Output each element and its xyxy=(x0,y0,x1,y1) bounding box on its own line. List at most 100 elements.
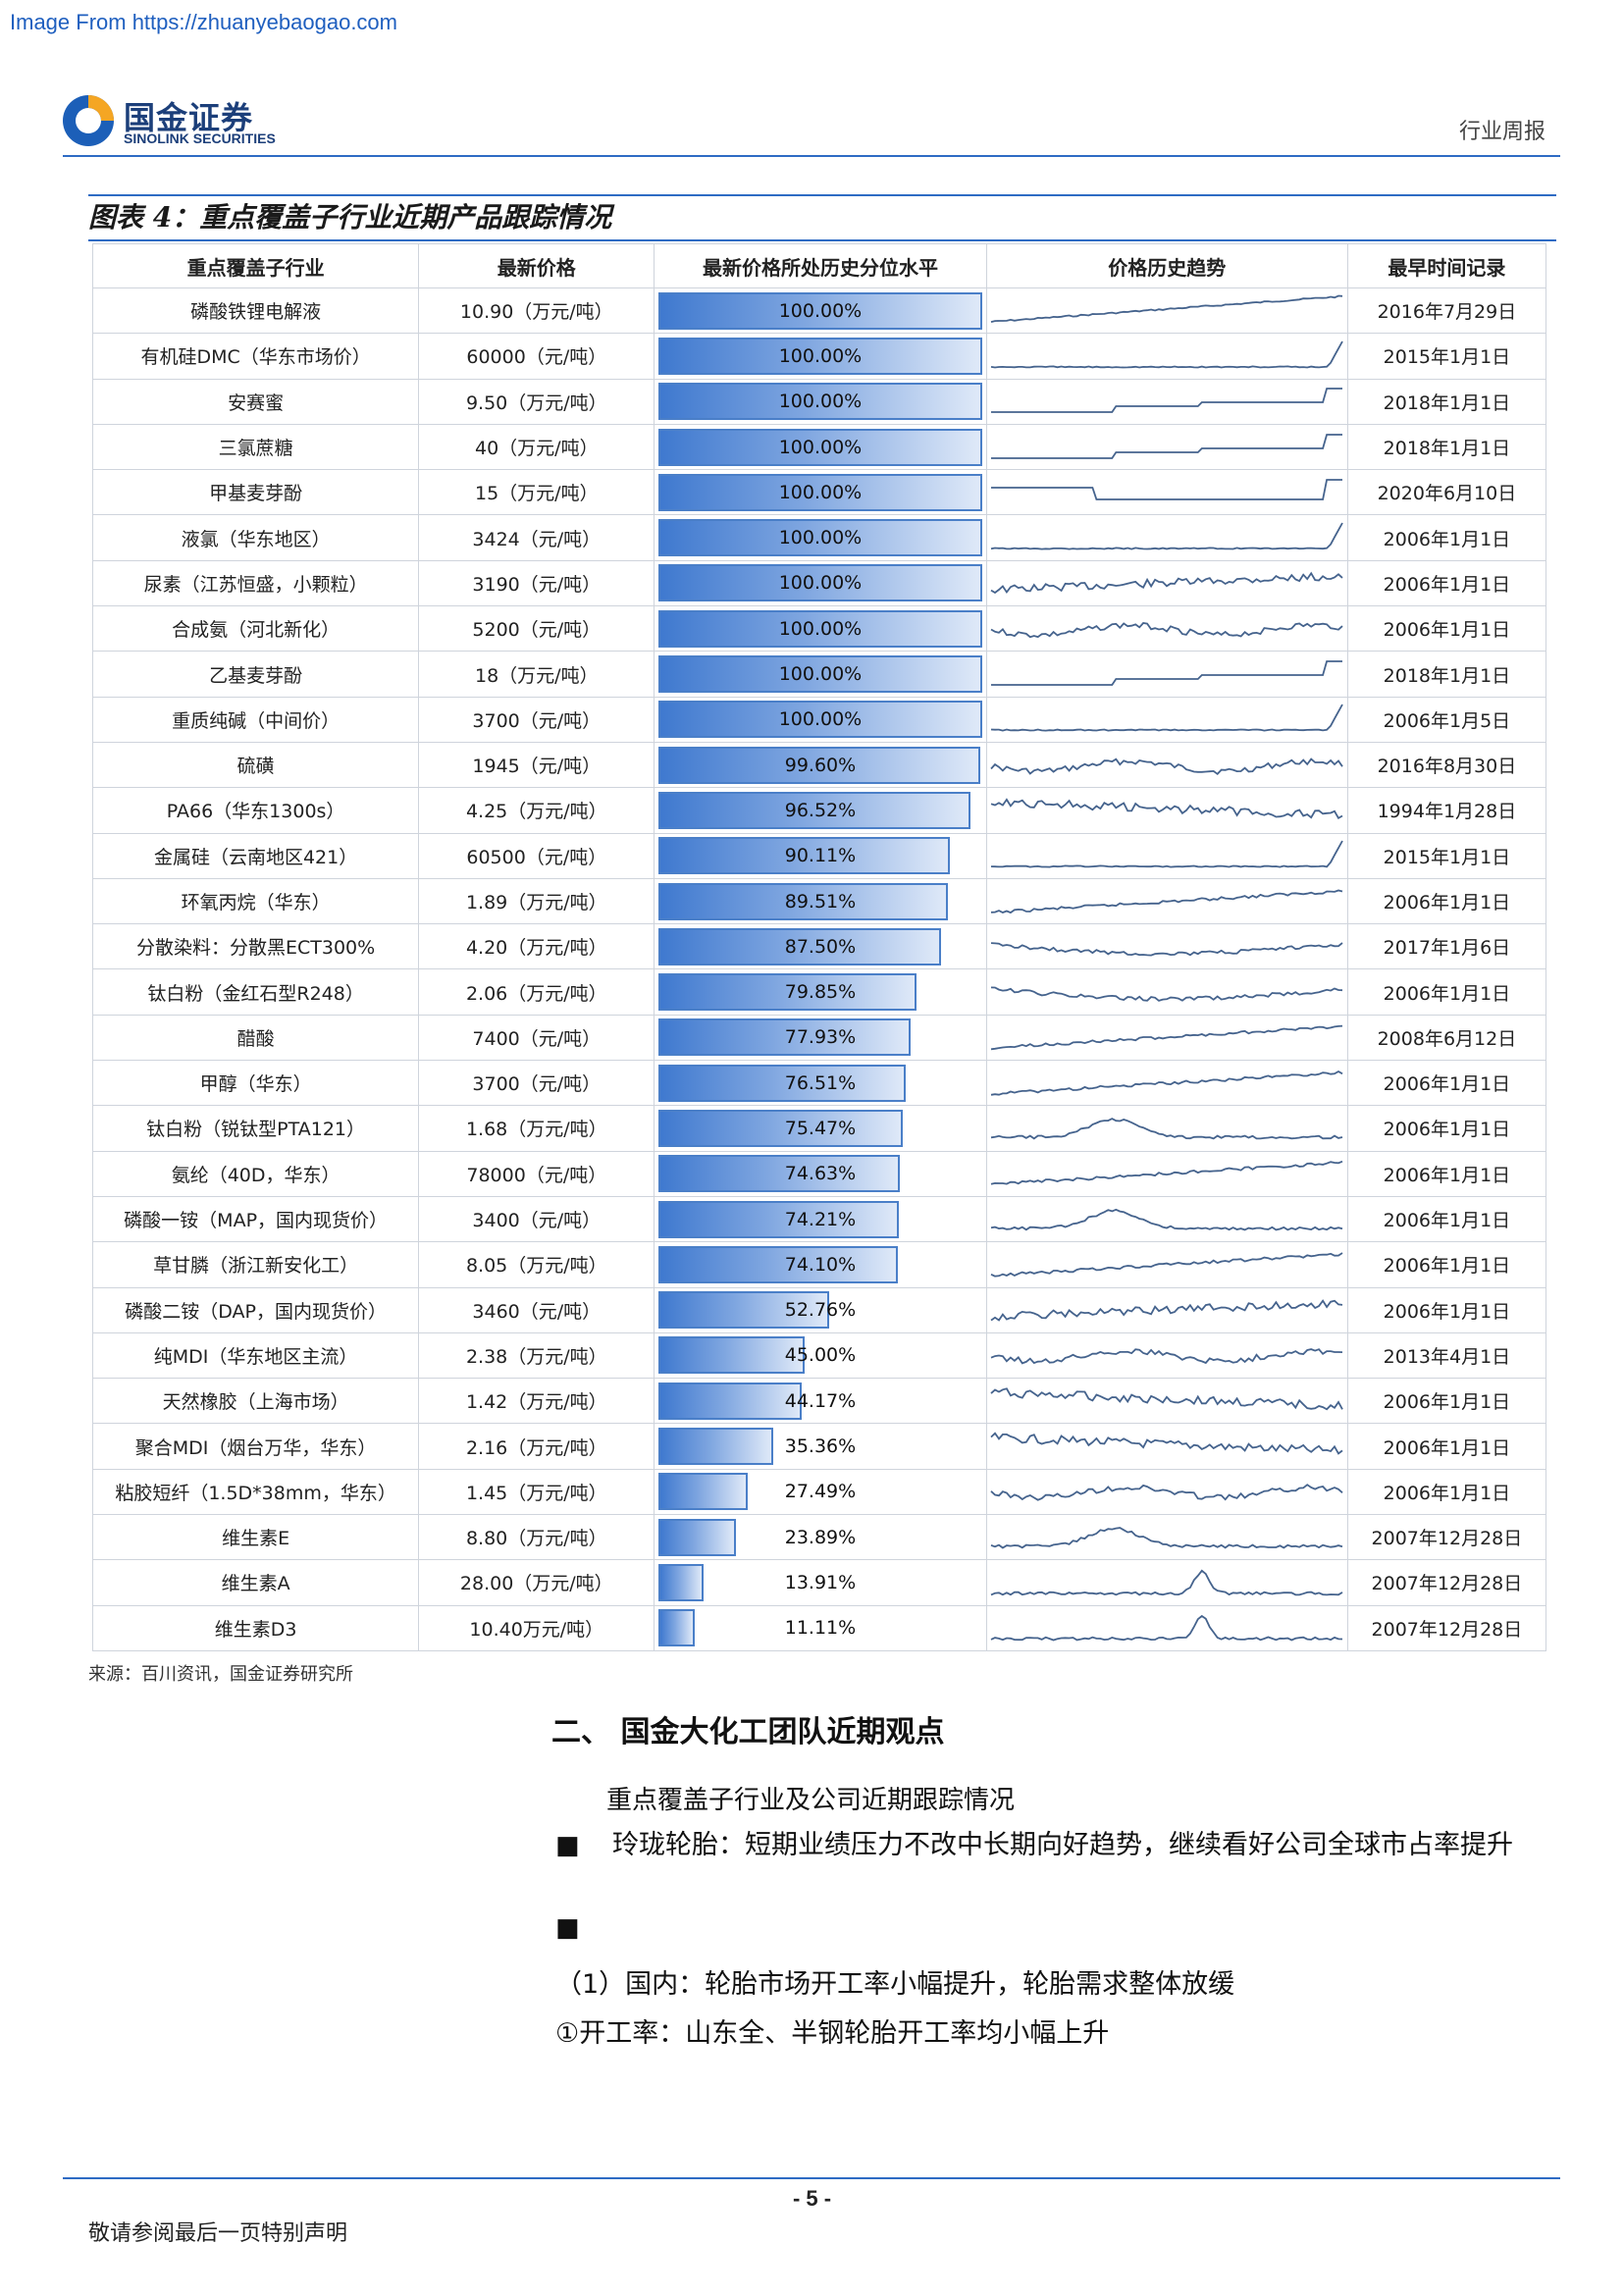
percentile-bar xyxy=(658,291,982,330)
price-trend-sparkline xyxy=(990,1432,1343,1455)
table-row: 维生素D3 10.40万元/吨） 11.11% 2007年12月28日 xyxy=(91,1604,1547,1651)
cell-price: 7400（元/吨） xyxy=(418,1014,655,1062)
percentile-bar xyxy=(658,1245,899,1283)
cell-price: 1945（元/吨） xyxy=(418,741,655,789)
cell-industry: 醋酸 xyxy=(91,1014,420,1062)
table-row: 甲醇（华东） 3700（元/吨） 76.51% 2006年1月1日 xyxy=(91,1060,1547,1107)
price-trend-sparkline xyxy=(991,388,1343,414)
section-heading: 二、 国金大化工团队近期观点 xyxy=(551,1715,945,1749)
cell-trend xyxy=(985,469,1348,516)
cell-trend xyxy=(985,1604,1348,1651)
percentile-bar xyxy=(658,383,982,421)
table-row: 三氯蔗糖 40（万元/吨） 100.00% 2018年1月1日 xyxy=(91,423,1547,471)
cell-trend xyxy=(985,651,1348,698)
percentile-bar-track: 13.91% xyxy=(658,1563,981,1601)
cell-earliest: 2013年4月1日 xyxy=(1346,1331,1547,1380)
table-row: 磷酸二铵（DAP，国内现货价） 3460（元/吨） 52.76% 2006年1月1日 xyxy=(91,1286,1547,1333)
table-body: 磷酸铁锂电解液 10.90（万元/吨） 100.00% 2016年7月29日 有机硅DM… xyxy=(91,287,1547,1651)
logo-english-name: SINOLINK SECURITIES xyxy=(124,130,276,146)
cell-price: 1.45（万元/吨） xyxy=(418,1468,655,1516)
cell-price: 60500（元/吨） xyxy=(418,832,655,879)
cell-price: 15（万元/吨） xyxy=(418,469,655,516)
cell-percentile: 100.00% xyxy=(654,287,987,335)
product-tracking-table: 重点覆盖子行业 最新价格 最新价格所处历史分位水平 价格历史趋势 最早时间记录 … xyxy=(91,243,1547,1651)
price-trend-sparkline xyxy=(990,572,1343,595)
cell-earliest: 2007年12月28日 xyxy=(1346,1559,1547,1606)
figure-source: 来源：百川资讯，国金证券研究所 xyxy=(88,1664,353,1685)
table-row: 安赛蜜 9.50（万元/吨） 100.00% 2018年1月1日 xyxy=(91,378,1547,425)
table-row: 乙基麦芽酚 18（万元/吨） 100.00% 2018年1月1日 xyxy=(91,651,1547,698)
price-trend-sparkline xyxy=(991,889,1343,913)
cell-percentile: 52.76% xyxy=(654,1286,987,1333)
percentile-bar-track: 35.36% xyxy=(658,1428,981,1466)
percentile-bar xyxy=(658,1291,830,1330)
cell-percentile: 100.00% xyxy=(654,469,987,516)
cell-industry: 安赛蜜 xyxy=(91,378,420,425)
cell-trend xyxy=(985,877,1348,925)
percentile-label: 87.50% xyxy=(784,935,857,958)
percentile-bar xyxy=(658,564,982,602)
percentile-label: 100.00% xyxy=(778,708,863,731)
cell-percentile: 100.00% xyxy=(654,378,987,425)
price-trend-sparkline xyxy=(990,294,1343,323)
cell-industry: 分散染料：分散黑ECT300% xyxy=(91,923,420,970)
table-row: 环氧丙烷（华东） 1.89（万元/吨） 89.51% 2006年1月1日 xyxy=(91,877,1547,925)
percentile-label: 77.93% xyxy=(784,1026,857,1049)
col-header-industry: 重点覆盖子行业 xyxy=(91,243,420,288)
table-row: 维生素E 8.80（万元/吨） 23.89% 2007年12月28日 xyxy=(91,1514,1547,1561)
percentile-bar xyxy=(658,1109,903,1147)
cell-industry: 三氯蔗糖 xyxy=(91,423,420,471)
table-row: 磷酸一铵（MAP，国内现货价） 3400（元/吨） 74.21% 2006年1月1日 xyxy=(91,1195,1547,1243)
cell-earliest: 2016年8月30日 xyxy=(1346,741,1547,789)
percentile-bar xyxy=(658,1473,748,1511)
cell-trend xyxy=(985,1150,1348,1197)
table-row: 甲基麦芽酚 15（万元/吨） 100.00% 2020年6月10日 xyxy=(91,469,1547,516)
cell-trend xyxy=(985,923,1348,970)
percentile-bar-track: 27.49% xyxy=(658,1473,981,1511)
price-trend-sparkline xyxy=(990,621,1343,638)
cell-price: 10.40万元/吨） xyxy=(418,1604,655,1651)
cell-industry: 有机硅DMC（华东市场价） xyxy=(91,333,420,380)
cell-industry: 天然橡胶（上海市场） xyxy=(91,1378,420,1425)
table-row: 合成氨（河北新化） 5200（元/吨） 100.00% 2006年1月1日 xyxy=(91,605,1547,652)
cell-earliest: 2006年1月1日 xyxy=(1346,1150,1547,1197)
cell-industry: 乙基麦芽酚 xyxy=(91,651,420,698)
cell-industry: 重质纯碱（中间价） xyxy=(91,696,420,743)
cell-industry: 硫磺 xyxy=(91,741,420,789)
percentile-bar xyxy=(658,791,971,829)
percentile-bar xyxy=(658,1382,802,1420)
percentile-bar xyxy=(658,837,951,875)
table-row: 有机硅DMC（华东市场价） 60000（元/吨） 100.00% 2015年1月1日 xyxy=(91,333,1547,380)
cell-price: 28.00（万元/吨） xyxy=(418,1559,655,1606)
percentile-label: 96.52% xyxy=(784,799,857,821)
percentile-bar-track: 74.63% xyxy=(658,1155,981,1193)
cell-earliest: 2006年1月1日 xyxy=(1346,1378,1547,1425)
cell-earliest: 2006年1月1日 xyxy=(1346,1468,1547,1516)
price-trend-sparkline xyxy=(991,340,1343,369)
cell-price: 4.20（万元/吨） xyxy=(418,923,655,970)
cell-trend xyxy=(985,1559,1348,1606)
cell-earliest: 2006年1月1日 xyxy=(1346,1241,1547,1288)
percentile-bar xyxy=(658,746,981,784)
table-row: 天然橡胶（上海市场） 1.42（万元/吨） 44.17% 2006年1月1日 xyxy=(91,1378,1547,1425)
percentile-bar-track: 74.10% xyxy=(658,1245,981,1283)
cell-industry: 草甘膦（浙江新安化工） xyxy=(91,1241,420,1288)
header-divider xyxy=(63,155,1560,157)
cell-industry: 维生素D3 xyxy=(91,1604,420,1651)
cell-earliest: 2020年6月10日 xyxy=(1346,469,1547,516)
cell-earliest: 2018年1月1日 xyxy=(1346,423,1547,471)
percentile-bar xyxy=(658,882,949,920)
table-row: 草甘膦（浙江新安化工） 8.05（万元/吨） 74.10% 2006年1月1日 xyxy=(91,1241,1547,1288)
cell-earliest: 2007年12月28日 xyxy=(1346,1604,1547,1651)
cell-earliest: 2006年1月1日 xyxy=(1346,559,1547,607)
cell-price: 8.80（万元/吨） xyxy=(418,1514,655,1561)
cell-price: 40（万元/吨） xyxy=(418,423,655,471)
price-trend-sparkline xyxy=(991,1025,1343,1051)
figure-rule-top xyxy=(88,194,1556,196)
percentile-bar xyxy=(658,473,982,511)
percentile-bar-track: 79.85% xyxy=(658,973,981,1012)
price-trend-sparkline xyxy=(991,1118,1343,1140)
cell-trend xyxy=(985,968,1348,1016)
percentile-label: 100.00% xyxy=(778,481,863,503)
page-number: - 5 - xyxy=(792,2186,832,2211)
